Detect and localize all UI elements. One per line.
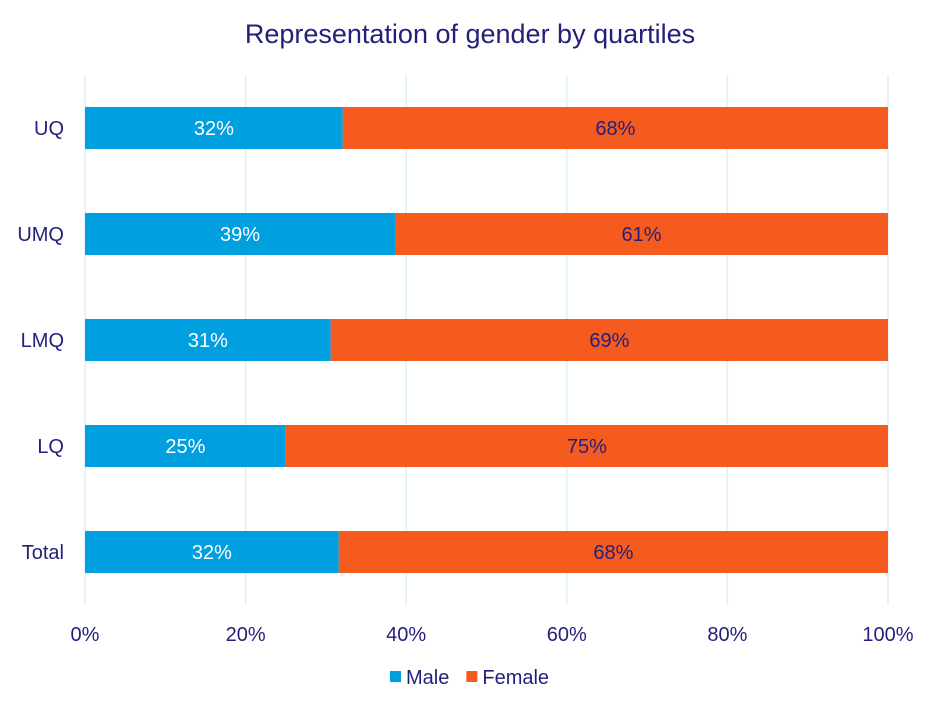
chart-title: Representation of gender by quartiles: [245, 19, 695, 49]
data-label: 75%: [567, 436, 607, 458]
legend-swatch-female: [466, 671, 478, 682]
bar-female: [394, 213, 888, 255]
x-tick-label: 40%: [386, 624, 426, 646]
bar-male: [85, 425, 286, 467]
data-label: 32%: [192, 542, 232, 564]
bar-female: [330, 319, 888, 361]
bar-female: [285, 425, 888, 467]
data-label: 61%: [621, 224, 661, 246]
y-tick-label: UMQ: [17, 224, 64, 246]
legend: Male Female: [390, 667, 549, 689]
data-label: 68%: [595, 118, 635, 140]
x-tick-label: 100%: [862, 624, 913, 646]
y-tick-label: LMQ: [21, 330, 64, 352]
x-tick-label: 20%: [226, 624, 266, 646]
bar-male: [85, 213, 395, 255]
x-tick-label: 0%: [71, 624, 100, 646]
bars: 32% 68% 39% 61% 31% 69% 25% 75% 32% 68%: [85, 107, 888, 573]
data-label: 69%: [589, 330, 629, 352]
y-tick-label: LQ: [37, 436, 64, 458]
bar-male: [85, 107, 343, 149]
x-tick-label: 80%: [707, 624, 747, 646]
y-tick-label: UQ: [34, 118, 64, 140]
bar-male: [85, 531, 339, 573]
x-axis-ticks: 0% 20% 40% 60% 80% 100%: [71, 624, 914, 646]
legend-swatch-male: [390, 671, 401, 682]
y-tick-label: Total: [22, 542, 64, 564]
bar-female: [342, 107, 888, 149]
data-label: 25%: [165, 436, 205, 458]
legend-label: Female: [482, 667, 549, 689]
y-axis-labels: UQ UMQ LMQ LQ Total: [17, 118, 64, 564]
data-label: 68%: [593, 542, 633, 564]
data-label: 31%: [188, 330, 228, 352]
bar-female: [338, 531, 888, 573]
data-label: 39%: [220, 224, 260, 246]
legend-label: Male: [406, 667, 449, 689]
bar-male: [85, 319, 331, 361]
data-label: 32%: [194, 118, 234, 140]
x-tick-label: 60%: [547, 624, 587, 646]
